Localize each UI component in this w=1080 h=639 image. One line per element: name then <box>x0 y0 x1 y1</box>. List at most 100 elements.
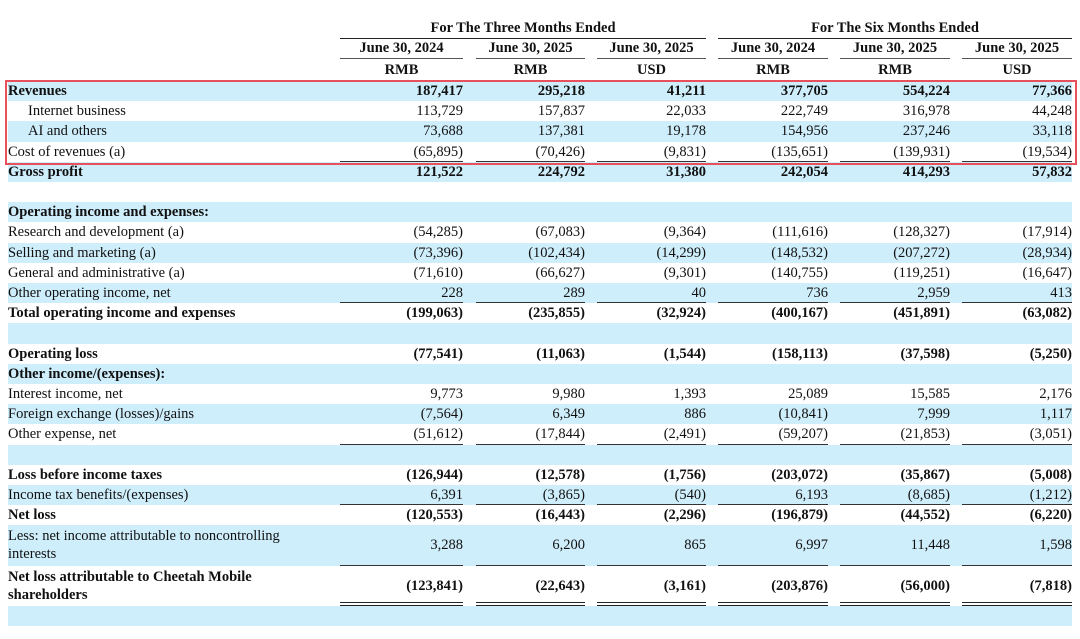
table-row: Research and development (a) (54,285) (67,… <box>8 222 1072 242</box>
cell-value: (3,051) <box>962 424 1072 445</box>
cell-value: 31,380 <box>666 163 706 180</box>
cell-value: 22,033 <box>666 103 706 120</box>
cell-value: (8,685) <box>840 485 950 506</box>
cell-value: (10,841) <box>778 406 828 423</box>
row-label: General and administrative (a) <box>8 264 185 281</box>
cell-value: 237,246 <box>902 123 950 140</box>
cell-value: (14,299) <box>656 244 706 261</box>
cell-value: (7,564) <box>420 406 463 423</box>
row-label: Revenues <box>8 83 67 99</box>
row-label: Operating loss <box>8 345 98 362</box>
cell-value: (44,552) <box>900 507 950 524</box>
cell-value: (66,627) <box>535 264 585 281</box>
six-months-header: For The Six Months Ended <box>718 18 1072 39</box>
row-label: AI and others <box>28 123 107 140</box>
cell-value: (2,491) <box>597 424 706 445</box>
cell-value: (158,113) <box>772 345 828 362</box>
cell-value: (128,327) <box>893 224 950 241</box>
cell-value: 413 <box>962 283 1072 304</box>
cell-value: (119,251) <box>893 264 950 281</box>
row-label: Other expense, net <box>8 426 117 443</box>
cell-value: 289 <box>476 283 585 304</box>
cell-value: 736 <box>718 283 828 304</box>
cell-value: (1,212) <box>962 485 1072 506</box>
cell-value: (51,612) <box>340 424 463 445</box>
table-row: Net loss attributable to Cheetah Mobile … <box>8 566 1072 607</box>
table-row: Gross profit 121,522 224,792 31,380 242,054 4… <box>8 161 1072 182</box>
column-currency: USD <box>636 62 666 78</box>
cell-value: 157,837 <box>537 103 585 120</box>
column-date: June 30, 2025 <box>476 38 585 59</box>
cell-value: (65,895) <box>340 142 463 162</box>
cell-value: (235,855) <box>528 305 585 322</box>
cell-value: 3,288 <box>340 525 463 566</box>
column-currency: USD <box>1002 62 1032 78</box>
cell-value: (12,578) <box>535 466 585 483</box>
cell-value: 242,054 <box>780 163 828 180</box>
cell-value: 121,522 <box>415 163 463 180</box>
spacer-row <box>8 182 1072 202</box>
cell-value: (77,541) <box>413 345 463 362</box>
cell-value: 187,417 <box>415 83 463 99</box>
cell-value: (54,285) <box>413 224 463 241</box>
cell-value: 6,200 <box>476 525 585 566</box>
cell-value: (19,534) <box>962 142 1072 162</box>
cell-value: 7,999 <box>917 406 950 423</box>
cell-value: 25,089 <box>788 386 828 402</box>
cell-value: 15,585 <box>910 386 950 402</box>
cell-value: 113,729 <box>416 103 463 120</box>
cell-value: 33,118 <box>1032 123 1072 140</box>
row-label: Income tax benefits/(expenses) <box>8 487 189 503</box>
column-date: June 30, 2024 <box>718 38 828 59</box>
cell-value: (70,426) <box>476 142 585 162</box>
cell-value: (196,879) <box>771 507 828 524</box>
column-currency: RMB <box>878 62 912 78</box>
cell-value: (140,755) <box>771 264 828 281</box>
row-label: Other operating income, net <box>8 285 171 301</box>
cell-value: 9,980 <box>552 386 585 402</box>
spacer-row <box>8 606 1072 627</box>
cell-value: (126,944) <box>406 466 463 483</box>
cell-value: (22,643) <box>476 566 585 607</box>
cell-value: (71,610) <box>413 264 463 281</box>
cell-value: (2,296) <box>663 507 706 524</box>
column-date: June 30, 2024 <box>340 38 463 59</box>
cell-value: (21,853) <box>840 424 950 445</box>
cell-value: (11,063) <box>536 345 585 362</box>
column-date: June 30, 2025 <box>597 38 706 59</box>
cell-value: 6,193 <box>718 485 828 506</box>
row-label: Foreign exchange (losses)/gains <box>8 406 195 423</box>
column-currency: RMB <box>756 62 790 78</box>
cell-value: (207,272) <box>893 244 950 261</box>
cell-value: 1,393 <box>673 386 706 402</box>
cell-value: (56,000) <box>840 566 950 607</box>
cell-value: (102,434) <box>528 244 585 261</box>
row-label: Research and development (a) <box>8 224 184 241</box>
table-row: Operating income and expenses: <box>8 202 1072 223</box>
table-row: Less: net income attributable to noncont… <box>8 525 1072 566</box>
table-row: Income tax benefits/(expenses) 6,391 (3,86… <box>8 485 1072 506</box>
column-currency: RMB <box>513 62 548 78</box>
cell-value: (400,167) <box>771 305 828 322</box>
cell-value: (120,553) <box>406 507 463 524</box>
cell-value: (111,616) <box>772 224 828 241</box>
cell-value: (5,008) <box>1029 466 1072 483</box>
table-row: Operating loss (77,541) (11,063) (1,544) (15… <box>8 344 1072 364</box>
cell-value: (63,082) <box>1022 305 1072 322</box>
cell-value: 1,117 <box>1039 406 1072 423</box>
cell-value: 137,381 <box>537 123 585 140</box>
cell-value: 6,997 <box>718 525 828 566</box>
cell-value: 11,448 <box>840 525 950 566</box>
cell-value: 377,705 <box>780 83 828 99</box>
cell-value: (5,250) <box>1029 345 1072 362</box>
cell-value: (73,396) <box>413 244 463 261</box>
table-row: Interest income, net 9,773 9,980 1,393 25,08… <box>8 384 1072 404</box>
row-label: Internet business <box>28 103 126 120</box>
cell-value: (7,818) <box>962 566 1072 607</box>
table-row: Net loss (120,553) (16,443) (2,296) (196,879… <box>8 505 1072 525</box>
row-label: Total operating income and expenses <box>8 305 236 322</box>
table-row: AI and others 73,688 137,381 19,178 154,956 2… <box>8 121 1072 142</box>
table-row: Other income/(expenses): <box>8 363 1072 384</box>
cell-value: 73,688 <box>423 123 463 140</box>
cell-value: 228 <box>340 283 463 304</box>
